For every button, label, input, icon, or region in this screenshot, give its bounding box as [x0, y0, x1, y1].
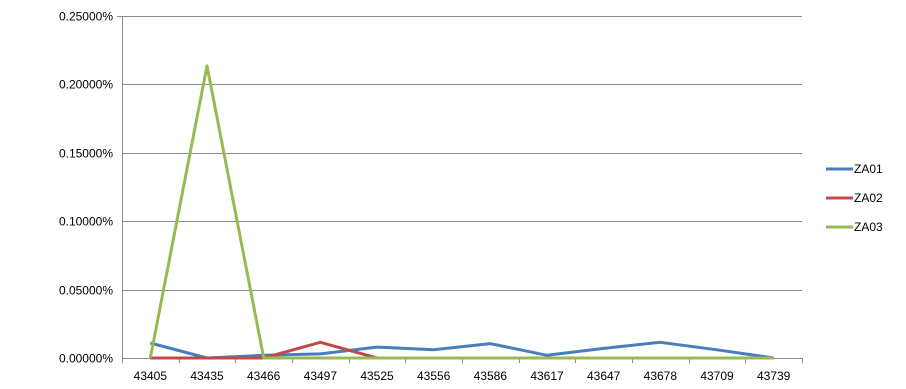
legend-label-za02: ZA02 — [854, 191, 883, 205]
x-tick-label: 43678 — [644, 369, 678, 383]
x-tick-label: 43525 — [360, 369, 394, 383]
series-line-za01 — [149, 340, 774, 360]
y-tick-label: 0.15000% — [59, 147, 113, 161]
legend: ZA01 ZA02 ZA03 — [826, 162, 883, 234]
grid-layer — [122, 16, 802, 359]
axis-layer — [117, 16, 803, 363]
y-tick-label: 0.25000% — [59, 10, 113, 24]
y-tick-label: 0.20000% — [59, 78, 113, 92]
x-tick-label: 43586 — [474, 369, 508, 383]
series-layer — [148, 64, 774, 360]
x-tick-label: 43405 — [134, 369, 168, 383]
x-tick-label: 43709 — [700, 369, 734, 383]
x-tick-labels: 43405 43435 43466 43497 43525 43556 43586 43617… — [134, 369, 791, 383]
x-tick-label: 43556 — [417, 369, 451, 383]
legend-label-za01: ZA01 — [854, 162, 883, 176]
y-tick-label: 0.00000% — [59, 352, 113, 366]
x-tick-label: 43617 — [530, 369, 564, 383]
x-tick-label: 43497 — [304, 369, 338, 383]
x-tick-label: 43739 — [757, 369, 791, 383]
series-line-za03 — [148, 64, 774, 360]
y-tick-label: 0.10000% — [59, 215, 113, 229]
x-tick-label: 43647 — [587, 369, 621, 383]
x-tick-label: 43435 — [190, 369, 224, 383]
x-tick-label: 43466 — [247, 369, 281, 383]
legend-label-za03: ZA03 — [854, 220, 883, 234]
y-tick-labels: 0.00000% 0.05000% 0.10000% 0.15000% 0.20000%… — [59, 10, 113, 366]
y-tick-label: 0.05000% — [59, 284, 113, 298]
